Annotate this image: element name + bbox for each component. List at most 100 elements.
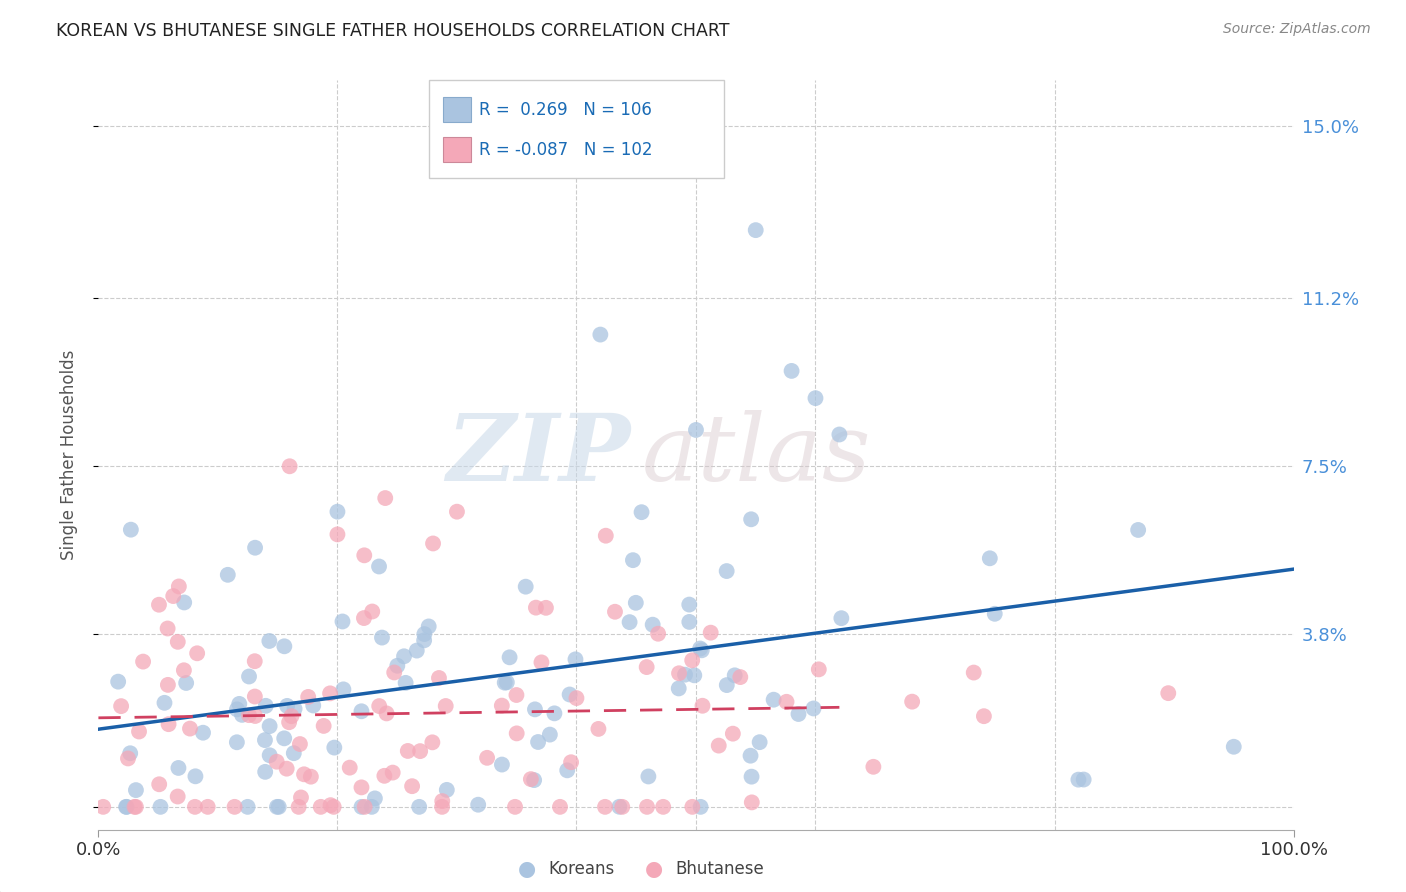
Point xyxy=(641,617,664,632)
Point xyxy=(408,800,430,814)
Point xyxy=(197,800,219,814)
Point xyxy=(830,611,852,625)
Point xyxy=(467,797,489,812)
Point xyxy=(148,598,170,612)
Point xyxy=(527,735,550,749)
Point xyxy=(332,682,354,697)
Point xyxy=(353,549,375,563)
Point xyxy=(120,746,142,760)
Point xyxy=(368,699,391,714)
Point xyxy=(828,427,851,442)
Text: atlas: atlas xyxy=(643,410,872,500)
Point xyxy=(254,698,277,713)
Point xyxy=(741,770,763,784)
Point xyxy=(267,800,290,814)
Point xyxy=(124,800,146,814)
Text: KOREAN VS BHUTANESE SINGLE FATHER HOUSEHOLDS CORRELATION CHART: KOREAN VS BHUTANESE SINGLE FATHER HOUSEH… xyxy=(56,22,730,40)
Text: ZIP: ZIP xyxy=(446,410,630,500)
Point xyxy=(375,706,398,721)
Point xyxy=(374,491,396,505)
Point xyxy=(775,695,797,709)
Point xyxy=(361,605,384,619)
Point xyxy=(630,505,652,519)
Point xyxy=(364,791,387,805)
Point xyxy=(191,725,214,739)
Point xyxy=(326,527,349,541)
Point xyxy=(259,748,281,763)
Point xyxy=(745,223,768,237)
Point xyxy=(326,505,349,519)
Point xyxy=(382,665,405,680)
Point xyxy=(110,699,132,714)
Point xyxy=(762,692,785,706)
Point xyxy=(803,701,825,715)
Point xyxy=(299,770,322,784)
Point xyxy=(117,751,139,765)
Point xyxy=(741,796,763,810)
Point xyxy=(381,765,404,780)
Point xyxy=(979,551,1001,566)
Point xyxy=(323,740,346,755)
Point xyxy=(609,799,631,814)
Point xyxy=(603,605,626,619)
Point xyxy=(149,800,172,814)
Point xyxy=(156,678,179,692)
Point xyxy=(266,800,288,814)
Point xyxy=(1128,523,1150,537)
Point xyxy=(548,800,571,814)
Point xyxy=(1157,686,1180,700)
Point xyxy=(360,800,382,814)
Point xyxy=(243,690,266,704)
Point xyxy=(91,800,114,814)
Point xyxy=(401,779,423,793)
Point xyxy=(319,798,342,813)
Point xyxy=(498,650,520,665)
Point xyxy=(332,615,354,629)
Point xyxy=(353,800,375,814)
Point xyxy=(427,671,450,685)
Point xyxy=(174,676,197,690)
Point xyxy=(555,764,578,778)
Point xyxy=(422,536,444,550)
Point xyxy=(491,757,513,772)
Point xyxy=(1223,739,1246,754)
Point xyxy=(184,769,207,783)
Point xyxy=(224,800,246,814)
Point xyxy=(748,735,770,749)
Text: Bhutanese: Bhutanese xyxy=(675,860,763,878)
Point xyxy=(128,724,150,739)
Point xyxy=(278,715,301,730)
Point xyxy=(804,391,827,405)
Point xyxy=(668,666,690,681)
Point xyxy=(259,634,281,648)
Point xyxy=(589,327,612,342)
Point xyxy=(636,800,658,814)
Point xyxy=(530,656,553,670)
Point xyxy=(373,769,395,783)
Point xyxy=(166,789,188,804)
Point xyxy=(668,681,690,696)
Point xyxy=(387,658,409,673)
Point xyxy=(371,631,394,645)
Point xyxy=(167,761,190,775)
Point xyxy=(226,702,249,716)
Point xyxy=(678,598,700,612)
Point xyxy=(413,633,436,648)
Point xyxy=(284,702,307,716)
Point xyxy=(292,767,315,781)
Point xyxy=(612,800,634,814)
Point xyxy=(392,649,415,664)
Point xyxy=(120,523,142,537)
Point xyxy=(353,611,375,625)
Point xyxy=(432,794,454,808)
Point xyxy=(217,567,239,582)
Point xyxy=(243,654,266,668)
Point xyxy=(807,662,830,676)
Point xyxy=(162,589,184,603)
Point xyxy=(422,735,444,749)
Point xyxy=(259,719,281,733)
Point xyxy=(538,728,561,742)
Point xyxy=(624,596,647,610)
Point xyxy=(125,800,148,814)
Point xyxy=(254,764,277,779)
